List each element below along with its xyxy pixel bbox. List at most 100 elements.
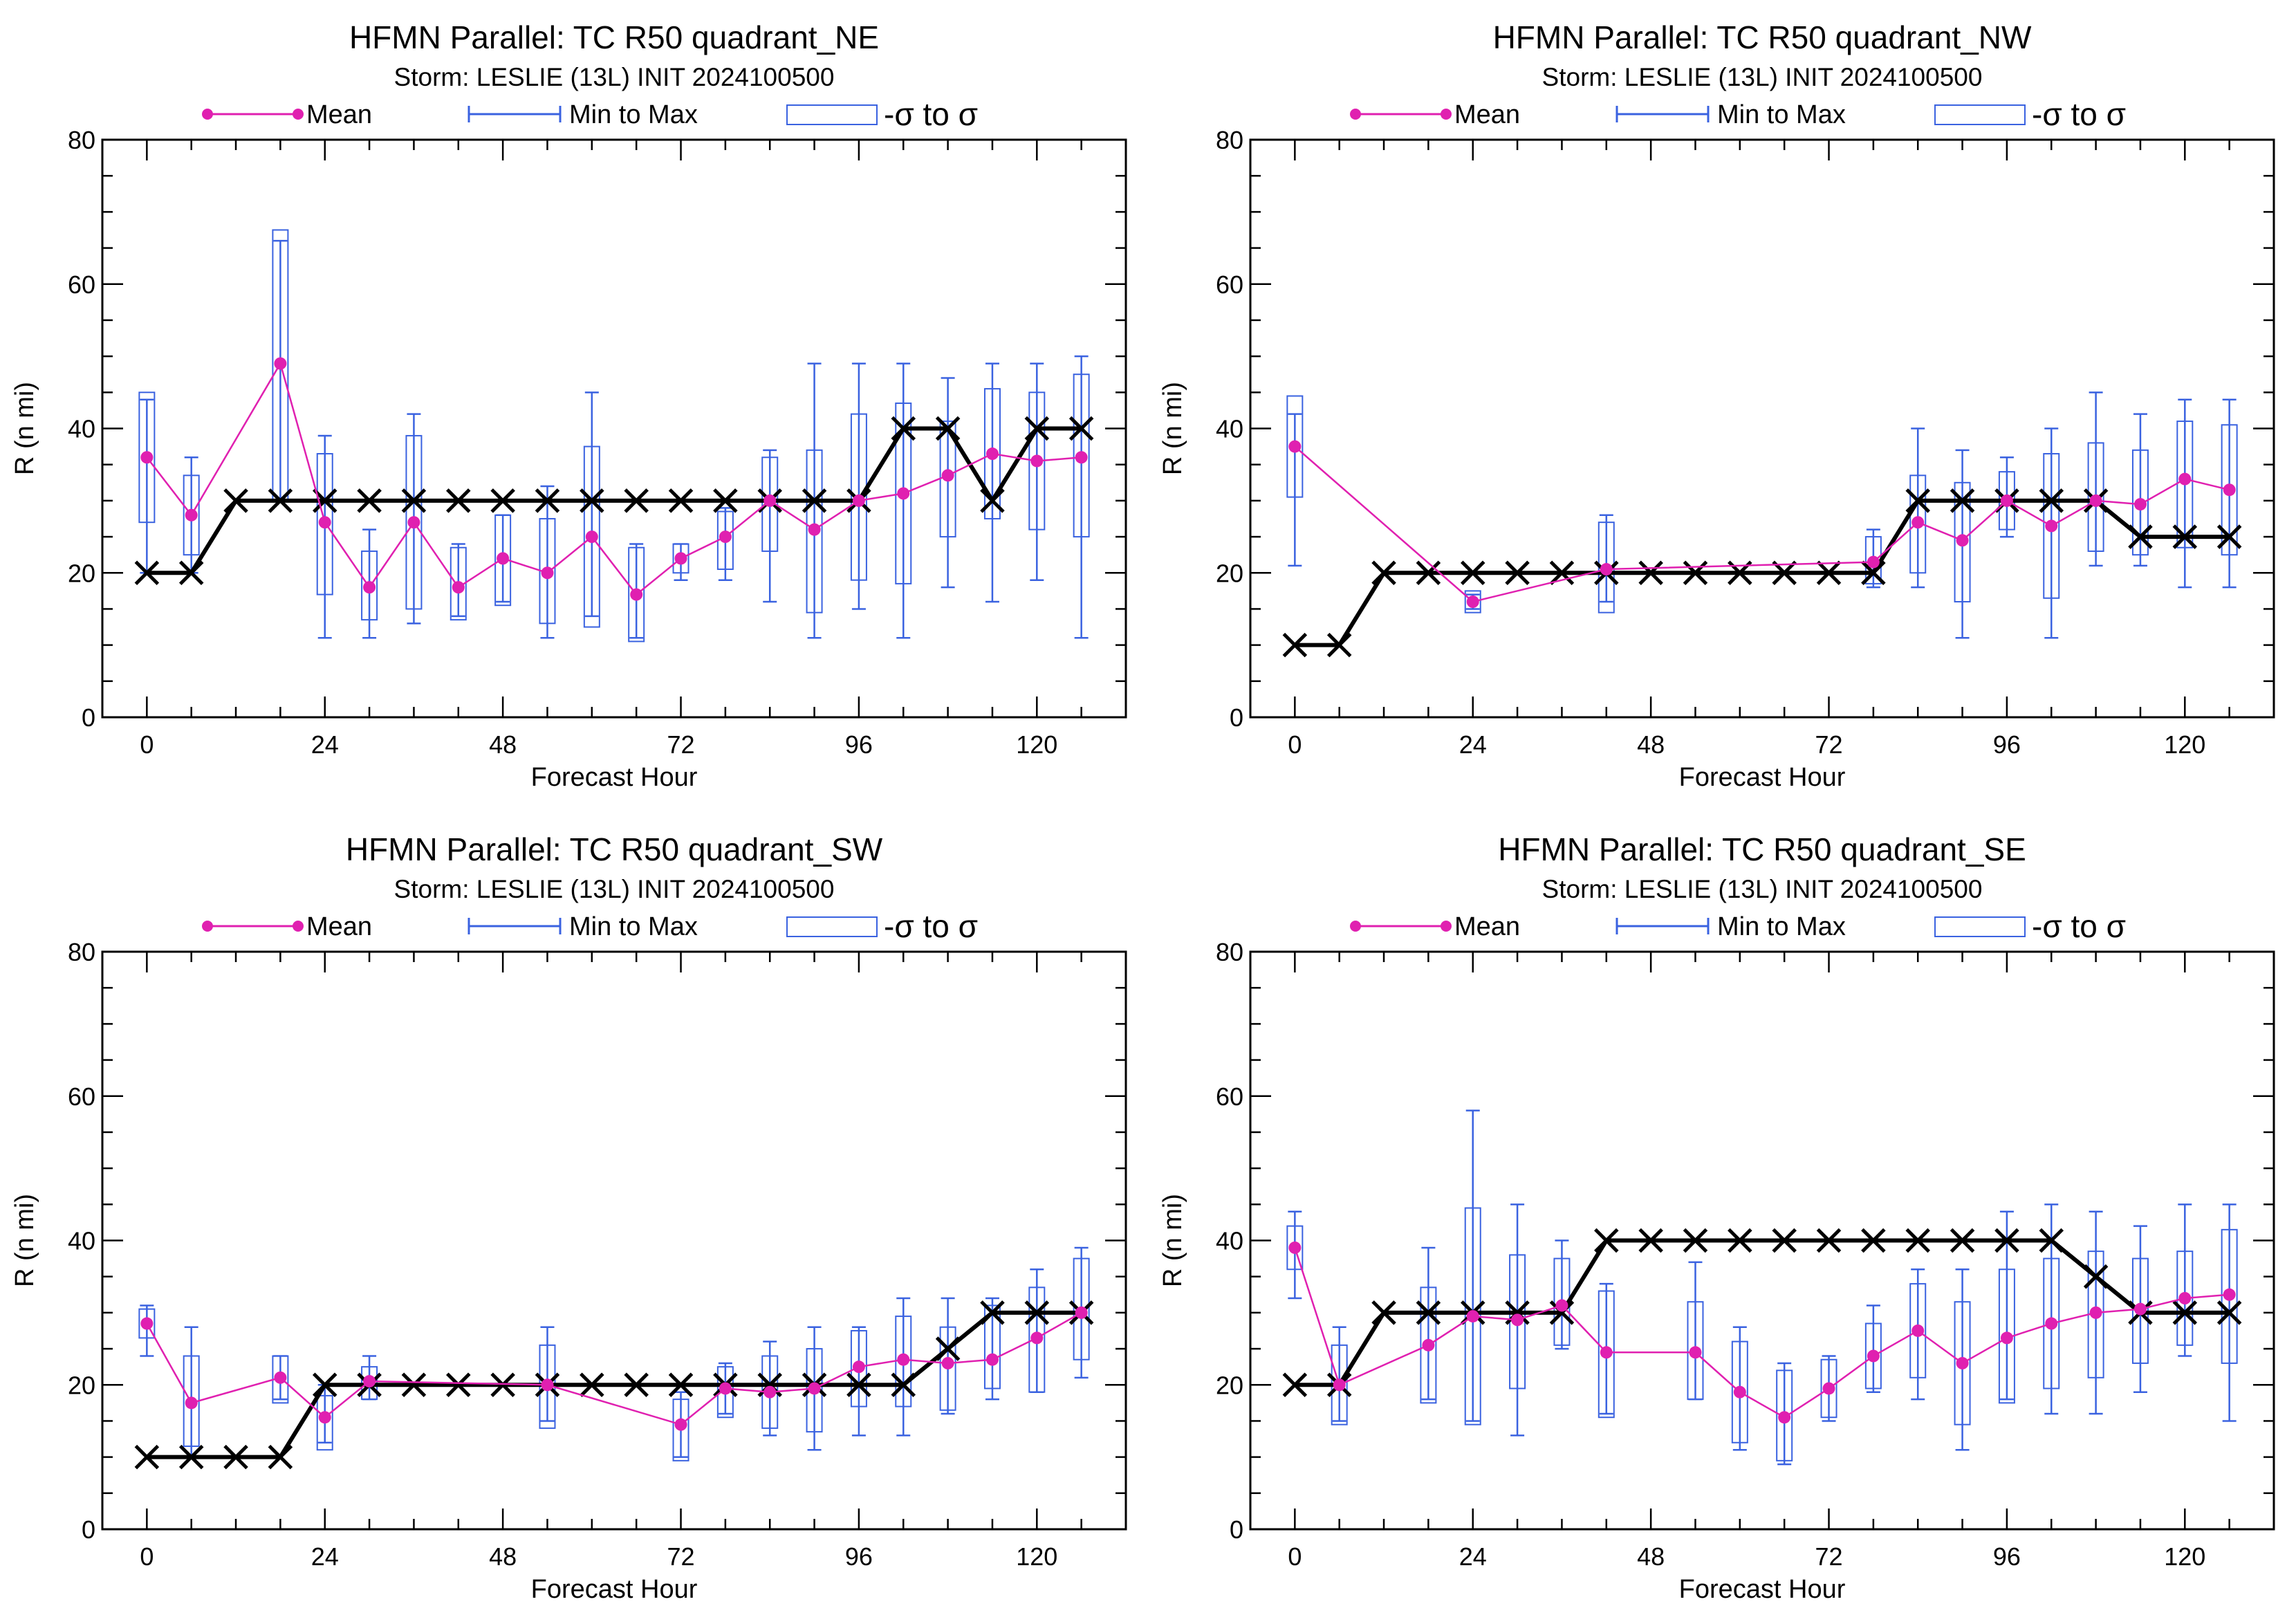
sigma-box bbox=[1598, 1290, 1615, 1419]
best-track-marker bbox=[2172, 524, 2198, 549]
best-track-x-stroke bbox=[490, 488, 515, 513]
mean-point bbox=[1600, 1346, 1613, 1359]
x-tick-label: 0 bbox=[1288, 1542, 1302, 1571]
mean-point bbox=[2000, 1331, 2013, 1345]
mean-point bbox=[763, 1385, 777, 1399]
best-track-marker bbox=[1371, 560, 1396, 586]
best-track-marker bbox=[668, 1372, 694, 1398]
legend-mean-marker bbox=[293, 921, 304, 932]
x-tick-label: 120 bbox=[2164, 730, 2205, 759]
sigma-box bbox=[672, 543, 689, 574]
best-track-x-stroke bbox=[1994, 1228, 2019, 1253]
mean-point bbox=[1733, 1385, 1746, 1399]
y-axis-label: R (n mi) bbox=[10, 382, 39, 475]
mean-point bbox=[140, 451, 154, 464]
best-track-x-stroke bbox=[134, 1444, 160, 1470]
sigma-box bbox=[2043, 453, 2060, 599]
best-track-marker bbox=[580, 488, 604, 513]
mean-point bbox=[2133, 498, 2147, 511]
mean-point bbox=[941, 1356, 954, 1369]
x-tick-label: 48 bbox=[489, 730, 517, 759]
y-tick-label: 40 bbox=[1216, 1227, 1243, 1255]
chart-title: HFMN Parallel: TC R50 quadrant_SW bbox=[346, 831, 883, 867]
sigma-box bbox=[1864, 1322, 1882, 1390]
x-tick-label: 72 bbox=[1815, 730, 1842, 759]
mean-point bbox=[1075, 451, 1088, 464]
best-track-marker bbox=[1728, 1228, 1752, 1253]
best-track-marker bbox=[935, 1336, 961, 1361]
best-track-marker bbox=[2039, 488, 2064, 513]
y-axis-label: R (n mi) bbox=[1158, 382, 1187, 475]
chart-title: HFMN Parallel: TC R50 quadrant_NW bbox=[1493, 19, 2032, 55]
best-track-x-stroke bbox=[2083, 1264, 2109, 1289]
best-track-x-stroke bbox=[2039, 1228, 2064, 1253]
mean-point bbox=[852, 494, 865, 507]
best-track-x-stroke bbox=[1638, 560, 1663, 586]
mean-point bbox=[585, 530, 598, 544]
best-track-x-stroke bbox=[1371, 1300, 1396, 1325]
best-track-marker bbox=[1416, 560, 1441, 586]
x-tick-label: 48 bbox=[1637, 730, 1665, 759]
mean-point bbox=[1288, 440, 1302, 453]
y-tick-label: 0 bbox=[82, 1515, 95, 1544]
mean-line bbox=[1294, 445, 2230, 603]
best-track-x-stroke bbox=[446, 1372, 471, 1398]
y-tick-label: 0 bbox=[1230, 703, 1243, 732]
sigma-box bbox=[628, 546, 645, 643]
best-track-x-stroke bbox=[2216, 1300, 2242, 1325]
sigma-box bbox=[2043, 1257, 2060, 1390]
best-track-x-stroke bbox=[980, 488, 1005, 513]
best-track-x-stroke bbox=[1772, 560, 1797, 586]
best-track-marker bbox=[1549, 1300, 1575, 1325]
mean-point bbox=[2045, 1317, 2058, 1330]
sigma-box bbox=[183, 474, 200, 556]
x-tick-label: 24 bbox=[1459, 730, 1487, 759]
mean-point bbox=[808, 1382, 821, 1395]
best-track-x-stroke bbox=[1772, 1228, 1797, 1253]
best-track-marker bbox=[490, 488, 515, 513]
mean-point bbox=[1867, 1349, 1880, 1363]
best-track-x-stroke bbox=[624, 1372, 649, 1398]
plot-frame bbox=[101, 138, 1127, 719]
legend: Mean Min to Max -σ to σ bbox=[1350, 908, 2126, 944]
best-track-marker bbox=[624, 1372, 649, 1398]
mean-point bbox=[1956, 534, 1969, 547]
best-track-marker bbox=[980, 1300, 1005, 1325]
legend-sigma-box bbox=[786, 916, 878, 937]
best-track-x-stroke bbox=[1460, 560, 1485, 586]
best-track-marker bbox=[401, 488, 427, 513]
mean-point bbox=[674, 1418, 687, 1431]
best-track-x-stroke bbox=[1024, 416, 1050, 441]
best-track-marker bbox=[223, 488, 248, 513]
mean-point bbox=[185, 1396, 198, 1410]
best-track-x-stroke bbox=[401, 1372, 427, 1398]
x-tick-label: 0 bbox=[1288, 730, 1302, 759]
mean-point bbox=[274, 1371, 287, 1384]
y-tick-label: 80 bbox=[68, 938, 95, 966]
best-track-marker bbox=[1024, 416, 1050, 441]
best-track-x-stroke bbox=[1505, 560, 1530, 586]
best-track-x-stroke bbox=[535, 488, 560, 513]
best-track-marker bbox=[134, 1444, 160, 1470]
best-track-marker bbox=[1861, 1228, 1886, 1253]
sigma-box bbox=[1909, 1283, 1927, 1378]
legend-mean-marker bbox=[1441, 109, 1452, 120]
y-tick-label: 0 bbox=[1230, 1515, 1243, 1544]
x-axis-label: Forecast Hour bbox=[1679, 1575, 1846, 1604]
best-track-marker bbox=[891, 1372, 916, 1398]
best-track-marker bbox=[1683, 1228, 1708, 1253]
sigma-box bbox=[1420, 1286, 1437, 1404]
x-axis-label: Forecast Hour bbox=[531, 1575, 698, 1604]
sigma-box bbox=[1028, 1286, 1046, 1393]
best-track-x-stroke bbox=[1371, 560, 1396, 586]
mean-point bbox=[363, 581, 376, 594]
mean-point bbox=[407, 516, 420, 529]
best-track-marker bbox=[1816, 560, 1842, 586]
x-tick-label: 24 bbox=[311, 730, 339, 759]
best-track-marker bbox=[2039, 1228, 2064, 1253]
best-track-x-stroke bbox=[357, 488, 382, 513]
best-track-x-stroke bbox=[846, 1372, 871, 1398]
best-track-x-stroke bbox=[935, 416, 961, 441]
x-tick-label: 0 bbox=[140, 1542, 154, 1571]
sigma-box bbox=[2221, 1228, 2238, 1364]
